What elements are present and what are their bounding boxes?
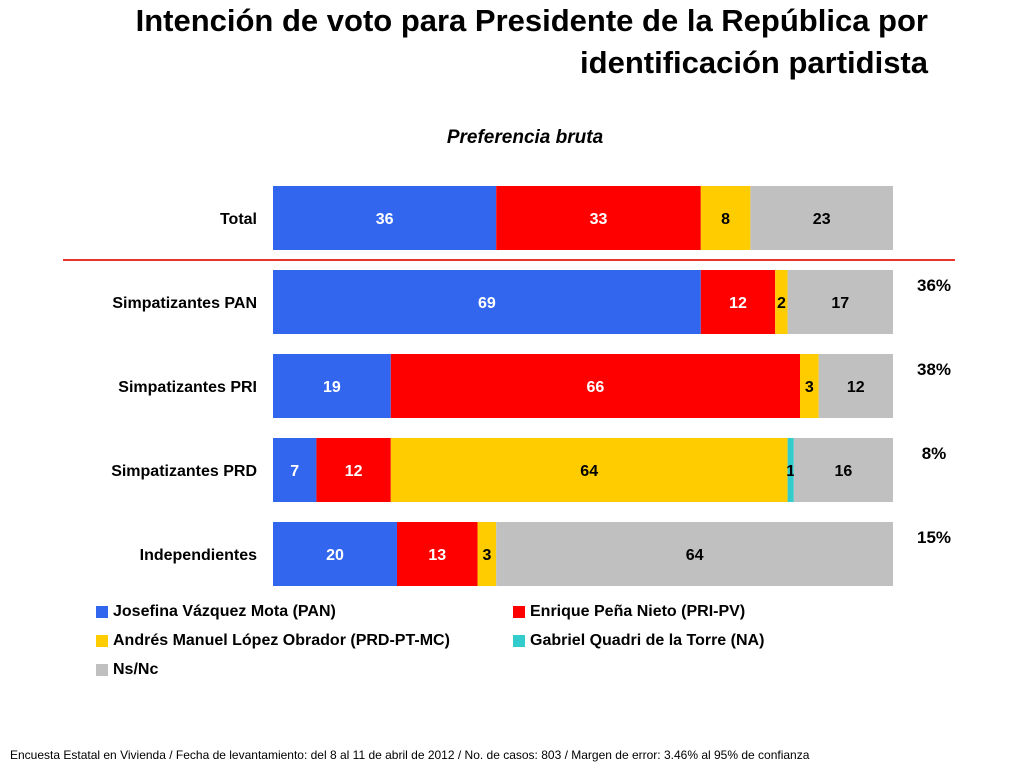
legend-label: Ns/Nc xyxy=(113,661,159,678)
legend-swatch xyxy=(513,635,525,647)
bar-segment xyxy=(273,522,397,586)
category-label: Simpatizantes PRD xyxy=(111,463,257,480)
bar-segment xyxy=(397,522,478,586)
bar-segment xyxy=(787,270,893,334)
bar-segment xyxy=(700,186,751,250)
data-label: 7 xyxy=(290,463,299,480)
data-label: 36 xyxy=(376,211,394,228)
data-label: 8 xyxy=(721,211,730,228)
legend-swatch xyxy=(96,606,108,618)
legend-label: Josefina Vázquez Mota (PAN) xyxy=(113,603,336,620)
category-label: Simpatizantes PRI xyxy=(118,379,257,396)
bar-segment xyxy=(818,354,893,418)
chart-title: Intención de voto para Presidente de la … xyxy=(135,3,928,80)
legend-label: Gabriel Quadri de la Torre (NA) xyxy=(530,632,765,649)
data-label: 33 xyxy=(590,211,608,228)
data-label: 12 xyxy=(847,379,865,396)
bar-segment xyxy=(750,186,893,250)
bar-segment xyxy=(700,270,776,334)
category-share-label: 36% xyxy=(917,276,951,295)
data-label: 66 xyxy=(587,379,605,396)
category-label: Total xyxy=(220,211,257,228)
category-label: Simpatizantes PAN xyxy=(112,295,257,312)
legend-item: Enrique Peña Nieto (PRI-PV) xyxy=(513,603,745,621)
data-label: 16 xyxy=(835,463,853,480)
bar-segment xyxy=(273,438,317,502)
data-label: 64 xyxy=(686,547,704,564)
bar-segment xyxy=(496,522,893,586)
bar-segment xyxy=(477,522,497,586)
chart-subtitle: Preferencia bruta xyxy=(446,127,604,148)
footnote: Encuesta Estatal en Vivienda / Fecha de … xyxy=(10,748,810,762)
legend-label: Andrés Manuel López Obrador (PRD-PT-MC) xyxy=(113,632,450,649)
category-share-label: 38% xyxy=(917,360,951,379)
legend-item: Ns/Nc xyxy=(96,661,158,679)
legend-item: Gabriel Quadri de la Torre (NA) xyxy=(513,632,764,650)
bar-segment xyxy=(775,270,788,334)
data-label: 69 xyxy=(478,295,496,312)
data-label: 19 xyxy=(323,379,341,396)
bar-segment xyxy=(787,438,794,502)
data-label: 17 xyxy=(831,295,849,312)
legend-swatch xyxy=(96,635,108,647)
bar-segment xyxy=(800,354,819,418)
bar-segment xyxy=(273,354,391,418)
category-label: Independientes xyxy=(140,547,257,564)
legend-item: Andrés Manuel López Obrador (PRD-PT-MC) xyxy=(96,632,450,650)
bar-segment xyxy=(273,270,701,334)
bar-segment xyxy=(496,186,701,250)
bar-segment xyxy=(793,438,893,502)
legend-swatch xyxy=(513,606,525,618)
data-label: 64 xyxy=(580,463,598,480)
bar-segment xyxy=(390,354,800,418)
legend-label: Enrique Peña Nieto (PRI-PV) xyxy=(530,603,746,620)
data-label: 2 xyxy=(777,295,786,312)
legend-item: Josefina Vázquez Mota (PAN) xyxy=(96,603,336,621)
data-label: 3 xyxy=(805,379,814,396)
legend-swatch xyxy=(96,664,108,676)
data-label: 20 xyxy=(326,547,344,564)
bar-segment xyxy=(273,186,497,250)
category-share-label: 15% xyxy=(917,528,951,547)
data-label: 23 xyxy=(813,211,831,228)
data-label: 12 xyxy=(345,463,363,480)
data-label: 1 xyxy=(786,463,795,480)
data-label: 3 xyxy=(482,547,491,564)
data-label: 12 xyxy=(729,295,747,312)
data-label: 13 xyxy=(428,547,446,564)
bar-segment xyxy=(390,438,788,502)
category-share-label: 8% xyxy=(922,444,947,463)
bar-segment xyxy=(316,438,391,502)
